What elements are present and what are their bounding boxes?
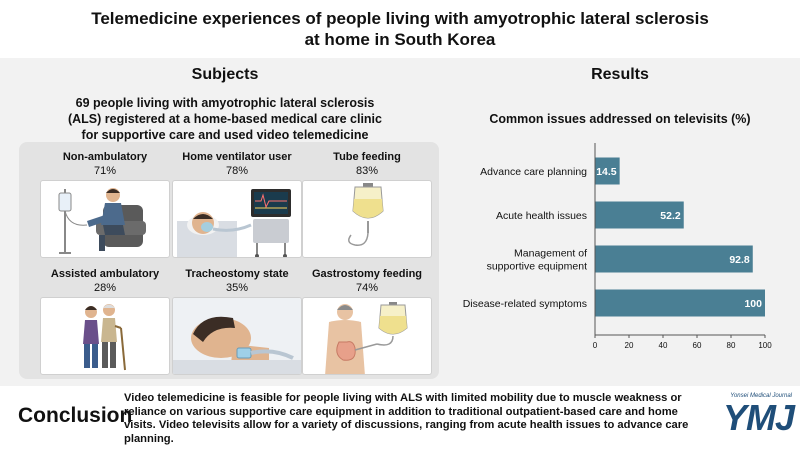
results-heading: Results <box>591 66 649 83</box>
bar <box>595 245 753 273</box>
subject-card-percent: 71% <box>93 165 117 177</box>
title-line-1: Telemedicine experiences of people livin… <box>91 9 709 28</box>
chart-title: Common issues addressed on televisits (%… <box>489 112 751 126</box>
x-tick-label: 100 <box>758 341 772 350</box>
category-label: Management of supportive equipment <box>487 248 587 273</box>
data-label: 52.2 <box>660 210 681 222</box>
subjects-description: 69 people living with amyotrophic latera… <box>67 96 382 142</box>
subject-card-label: Tracheostomy state <box>185 268 289 280</box>
subject-card-label: Gastrostomy feeding <box>311 268 423 280</box>
x-tick-label: 80 <box>727 341 736 350</box>
subject-card-home-ventilator: Home ventilator user 78% <box>172 151 302 258</box>
assisted-walking-icon <box>40 297 170 375</box>
feeding-bag-icon <box>302 180 432 258</box>
subject-card-label: Assisted ambulatory <box>50 268 160 280</box>
subject-card-percent: 78% <box>225 165 249 177</box>
subject-card-percent: 35% <box>225 282 249 294</box>
x-tick-label: 0 <box>593 341 598 350</box>
data-label: 100 <box>744 298 762 310</box>
wheelchair-patient-icon <box>40 180 170 258</box>
bar <box>595 157 620 185</box>
data-label: 92.8 <box>729 254 750 266</box>
subjects-heading: Subjects <box>191 66 259 83</box>
subject-card-tube-feeding: Tube feeding 83% <box>302 151 432 258</box>
bar <box>595 289 765 317</box>
subject-card-assisted-ambulatory: Assisted ambulatory 28% <box>40 268 170 375</box>
subject-card-percent: 74% <box>355 282 379 294</box>
journal-logo: YMJ <box>722 397 795 438</box>
subject-card-percent: 28% <box>93 282 117 294</box>
page-title: Telemedicine experiences of people livin… <box>0 8 800 50</box>
title-line-2: at home in South Korea <box>304 30 496 49</box>
category-label: Advance care planning <box>480 166 587 178</box>
bar-chart: 14.5 Advance care planning 52.2 Acute healt… <box>463 143 772 350</box>
x-tick-label: 20 <box>625 341 634 350</box>
conclusion-heading: Conclusion <box>18 404 133 427</box>
subject-card-label: Non-ambulatory <box>62 151 148 163</box>
gastrostomy-icon <box>302 297 432 375</box>
subject-card-gastrostomy: Gastrostomy feeding 74% <box>302 268 432 375</box>
journal-caption: Yonsei Medical Journal <box>730 393 792 399</box>
category-label: Disease-related symptoms <box>463 298 587 310</box>
data-label: 14.5 <box>596 166 617 178</box>
subject-card-non-ambulatory: Non-ambulatory 71% <box>40 151 170 258</box>
conclusion-text: Video telemedicine is feasible for peopl… <box>124 392 689 445</box>
subject-card-tracheostomy: Tracheostomy state 35% <box>172 268 302 375</box>
x-tick-label: 40 <box>659 341 668 350</box>
subject-card-label: Home ventilator user <box>182 151 292 163</box>
bar <box>595 201 684 229</box>
category-label: Acute health issues <box>496 210 587 222</box>
subject-card-percent: 83% <box>355 165 379 177</box>
ventilator-icon <box>172 180 302 258</box>
subject-card-label: Tube feeding <box>333 151 401 163</box>
tracheostomy-icon <box>172 297 302 375</box>
x-tick-label: 60 <box>693 341 702 350</box>
